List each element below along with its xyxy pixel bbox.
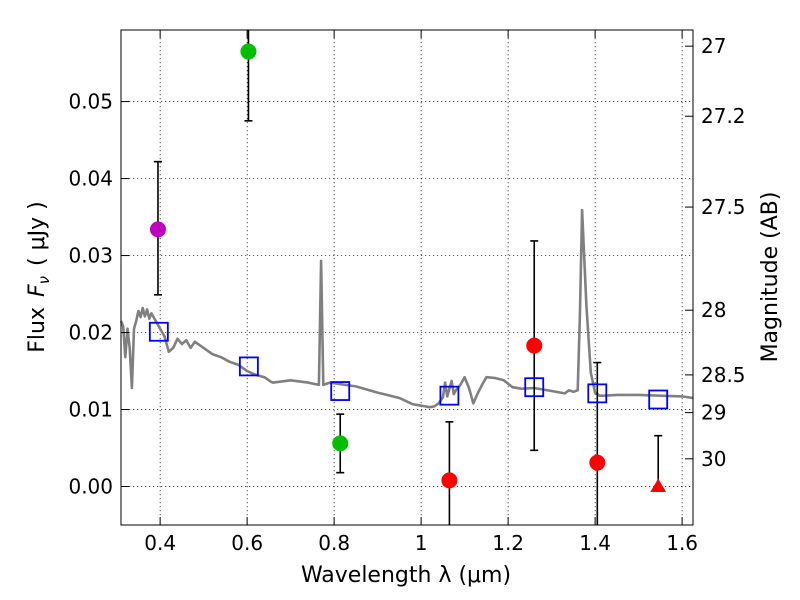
y-axis-right-label: Magnitude (AB) xyxy=(758,192,783,363)
y-tick-label: 0.01 xyxy=(68,398,113,422)
y-axis-left-label: Flux Fν ( μJy ) xyxy=(25,201,53,352)
magnitude-tick-label: 28.5 xyxy=(701,363,746,387)
model-flux-square xyxy=(648,389,669,410)
x-tick-label: 0.8 xyxy=(318,531,350,555)
observed-flux-point xyxy=(149,221,166,238)
y-label-symbol: F xyxy=(25,284,50,297)
magnitude-tick-label: 27 xyxy=(701,34,726,58)
y-tick-label: 0.00 xyxy=(68,475,113,499)
model-spectrum-layer xyxy=(119,208,694,409)
y-label-subscript: ν xyxy=(35,276,53,284)
x-axis-label: Wavelength λ (μm) xyxy=(301,563,511,588)
model-flux-square xyxy=(148,321,169,342)
observed-flux-point xyxy=(441,472,458,489)
x-tick-label: 1.4 xyxy=(579,531,611,555)
x-tick-label: 0.6 xyxy=(231,531,263,555)
magnitude-tick-label: 27.2 xyxy=(701,104,746,128)
y-label-units: ( μJy ) xyxy=(25,201,50,266)
magnitude-tick-label: 30 xyxy=(701,447,726,471)
model-spectrum-line xyxy=(119,208,694,409)
observed-flux-point xyxy=(526,337,543,354)
model-flux-square xyxy=(587,383,608,404)
observed-flux-point xyxy=(240,43,257,60)
observed-flux-point xyxy=(589,454,606,471)
y-label-prefix: Flux xyxy=(25,307,50,353)
y-tick-label: 0.03 xyxy=(68,244,113,268)
y-tick-label: 0.04 xyxy=(68,167,113,191)
observed-flux-point xyxy=(332,435,349,452)
magnitude-tick-label: 27.5 xyxy=(701,195,746,219)
axis-ticks: 0.4 0.6 0.8 1 1.2 1.4 1.6 0.00 0.01 0.02 0.03 0.04 0… xyxy=(68,30,746,555)
magnitude-tick-label: 29 xyxy=(701,401,726,425)
x-tick-label: 1 xyxy=(415,531,428,555)
plot-frame xyxy=(120,29,694,526)
model-flux-square xyxy=(330,381,351,401)
y-tick-label: 0.02 xyxy=(68,321,113,345)
model-flux-square xyxy=(439,385,460,406)
observed-photometry-layer xyxy=(149,43,667,493)
grid-lines xyxy=(121,30,693,525)
model-flux-square xyxy=(238,356,259,377)
model-flux-square xyxy=(524,377,545,398)
x-tick-label: 0.4 xyxy=(144,531,176,555)
x-tick-label: 1.6 xyxy=(666,531,698,555)
magnitude-tick-label: 28 xyxy=(701,298,726,322)
upper-limit-triangle xyxy=(650,478,667,493)
x-tick-label: 1.2 xyxy=(492,531,524,555)
y-tick-label: 0.05 xyxy=(68,90,113,114)
model-photometry-layer xyxy=(148,321,669,410)
